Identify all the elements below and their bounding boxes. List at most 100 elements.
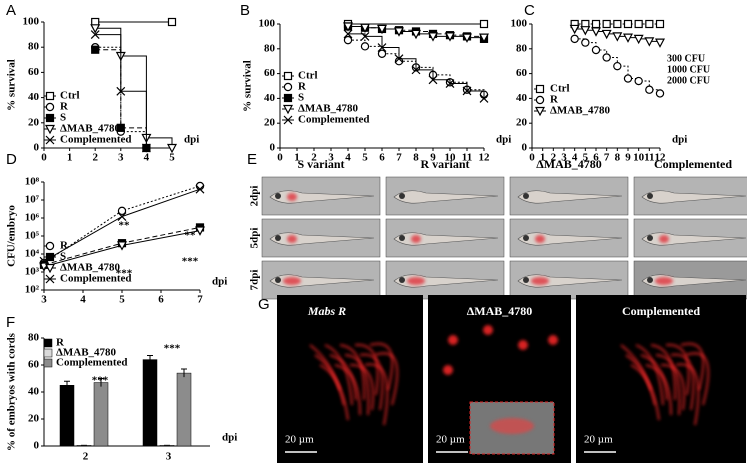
cord: [314, 354, 345, 406]
annotation: ***: [116, 268, 133, 280]
y-tick-label: 0: [270, 142, 276, 154]
legend-marker: [45, 241, 55, 251]
infection: [283, 277, 301, 285]
embryo-eye: [275, 235, 281, 241]
embryo: [393, 232, 499, 246]
embryo-eye: [647, 235, 653, 241]
data-point: [580, 26, 591, 36]
data-point: [195, 184, 205, 194]
x-axis-label: dpi: [184, 134, 199, 146]
data-point: [591, 45, 601, 55]
data-point: [195, 226, 205, 236]
legend-marker: [45, 113, 55, 123]
y-tick-label: 10³: [25, 266, 40, 278]
legend-marker: [283, 115, 293, 125]
data-point: [39, 256, 49, 266]
data-point: [117, 206, 127, 216]
embryo: [517, 190, 623, 204]
y-tick-label: 10⁸: [25, 176, 40, 188]
data-point: [655, 89, 665, 98]
data-point: [602, 19, 611, 29]
data-point: [343, 29, 353, 39]
y-tick-label: 40: [28, 386, 40, 398]
legend-label: R: [298, 81, 307, 93]
y-tick-label: 40: [516, 92, 528, 104]
annotation: 2000 CFU: [667, 75, 710, 86]
scale-label: 20 µm: [436, 434, 465, 446]
image-label: Mabs R: [307, 304, 346, 318]
cord: [334, 364, 361, 416]
x-tick-label: 9: [430, 152, 436, 164]
x-tick-label: 6: [593, 152, 599, 164]
data-point: [613, 19, 622, 29]
embryo-eye: [399, 193, 405, 199]
x-tick-label: 3: [166, 451, 172, 463]
x-tick-label: 2: [83, 451, 89, 463]
y-tick-label: 100: [511, 18, 528, 30]
x-tick-label: 0: [277, 152, 283, 164]
data-point: [116, 86, 126, 96]
data-point: [633, 34, 644, 45]
y-tick-label: 80: [28, 332, 40, 344]
bacteria: [443, 365, 453, 375]
embryo-eye: [275, 277, 281, 283]
y-axis-label: % of embryos with cords: [6, 332, 18, 451]
bar: [59, 385, 75, 447]
legend-marker: [45, 263, 55, 274]
embryo-eye: [523, 277, 529, 283]
data-point: [360, 42, 370, 51]
x-tick-label: 0: [41, 152, 47, 164]
x-tick-label: 3: [561, 152, 567, 164]
y-tick-label: 10⁷: [25, 194, 40, 206]
bacteria: [483, 325, 493, 335]
legend-label: R: [60, 101, 69, 113]
x-tick-label: 5: [583, 152, 589, 164]
infection: [655, 277, 673, 285]
bacteria: [548, 335, 558, 345]
x-axis-label: dpi: [496, 134, 511, 146]
data-point: [411, 65, 421, 75]
data-point: [462, 86, 472, 96]
legend-label: S: [60, 251, 66, 263]
y-tick-label: 80: [516, 42, 528, 54]
y-tick-label: 80: [264, 42, 276, 54]
cord: [349, 363, 374, 411]
step-connector: [95, 27, 173, 148]
legend-label: Complemented: [60, 273, 132, 285]
y-tick-label: 10⁵: [25, 230, 40, 242]
data-point: [462, 33, 472, 43]
legend-swatch: [43, 358, 53, 368]
data-point: [612, 32, 623, 42]
infection: [531, 277, 549, 285]
data-point: [655, 38, 665, 48]
x-tick-label: 8: [615, 152, 621, 164]
cord: [635, 344, 664, 406]
embryo-eye: [647, 277, 653, 283]
y-tick-label: 40: [28, 91, 40, 103]
legend-swatch: [43, 348, 53, 358]
cord: [329, 354, 357, 401]
data-point: [117, 212, 127, 221]
infection: [535, 235, 545, 243]
cord: [374, 352, 399, 406]
legend-marker: [283, 82, 293, 92]
y-axis-label: % survival: [242, 60, 254, 112]
x-tick-label: 11: [462, 152, 472, 164]
y-tick-label: 0: [522, 142, 528, 154]
legend-label: ΔMAB_4780: [298, 103, 359, 115]
data-point: [410, 29, 422, 40]
embryo-eye: [275, 193, 281, 199]
data-point: [167, 143, 177, 154]
data-point: [90, 30, 100, 40]
y-tick-label: 60: [28, 66, 40, 78]
x-tick-label: 5: [362, 152, 368, 164]
x-tick-label: 2: [311, 152, 317, 164]
y-tick-label: 20: [28, 116, 40, 128]
x-tick-label: 4: [80, 294, 86, 306]
x-tick-label: 9: [625, 152, 631, 164]
cord: [625, 354, 656, 406]
x-tick-label: 4: [345, 152, 351, 164]
error-bar: [147, 355, 153, 364]
bacteria: [518, 340, 528, 350]
x-tick-label: 4: [572, 152, 578, 164]
